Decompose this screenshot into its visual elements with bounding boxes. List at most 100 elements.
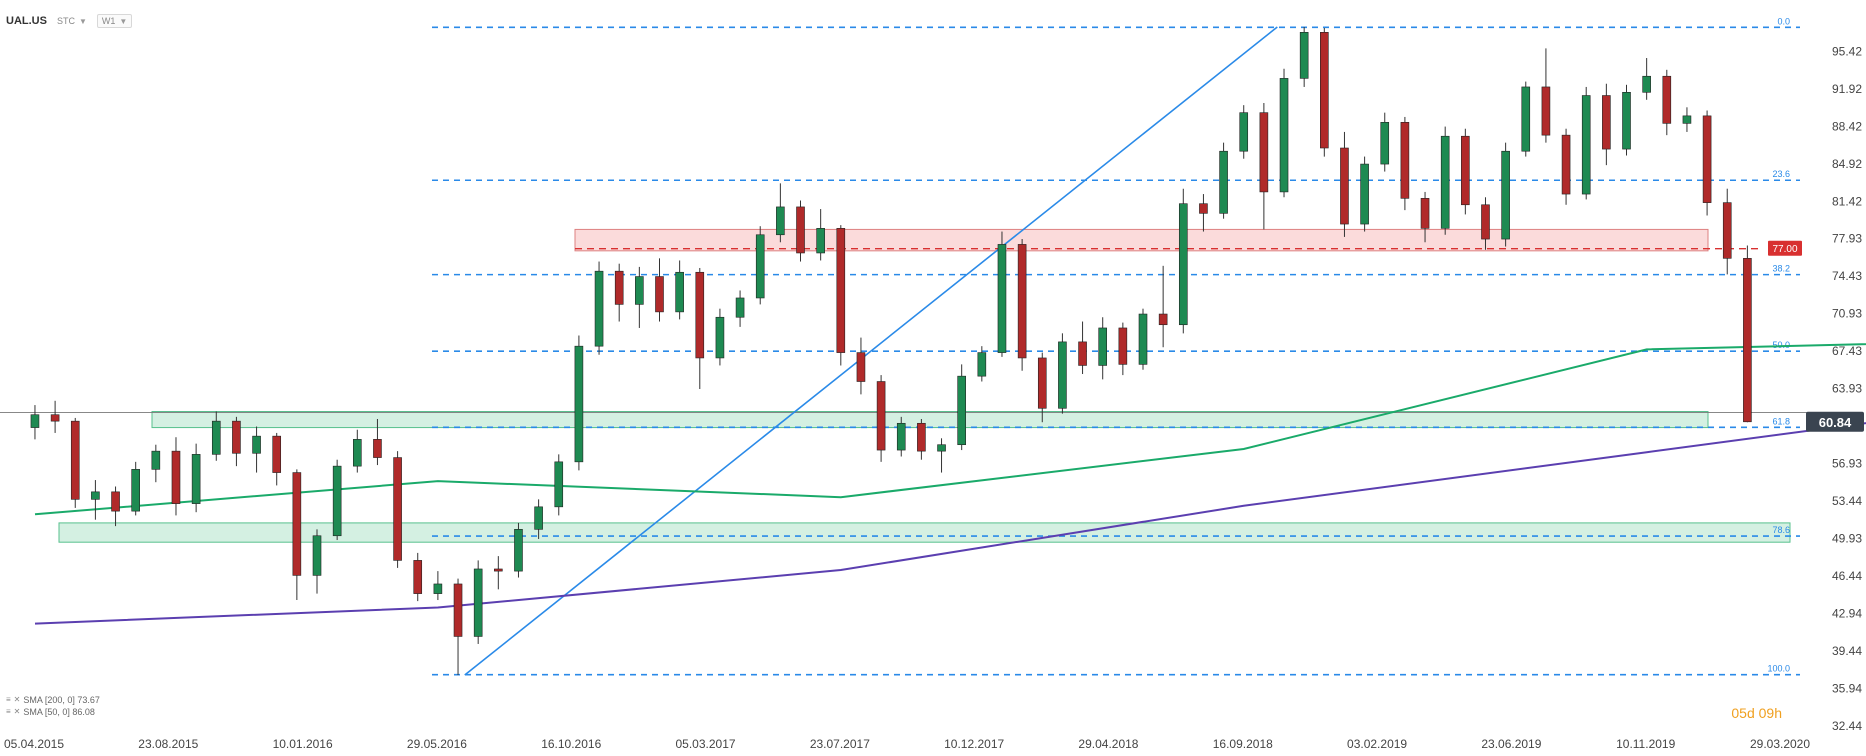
candle-body (1602, 95, 1611, 150)
candle-body (1239, 112, 1249, 152)
candle-body (433, 583, 443, 594)
y-tick-label: 39.44 (1832, 644, 1862, 658)
candle-body (755, 234, 765, 299)
candle-body (1702, 115, 1712, 203)
candle-body (1158, 313, 1168, 326)
candle (755, 226, 765, 305)
candle (292, 469, 302, 601)
sma200-line (34, 422, 1866, 625)
candle (1722, 188, 1732, 275)
candle-body (1017, 244, 1027, 359)
candle-body (856, 352, 866, 382)
candle (30, 405, 40, 440)
candle-body (1340, 147, 1349, 225)
candle-body (1561, 134, 1571, 195)
candle (1360, 156, 1369, 232)
candle (534, 499, 543, 539)
candle (614, 263, 624, 322)
candle-body (1541, 86, 1551, 136)
candle (373, 419, 382, 466)
candle-body (131, 469, 140, 512)
candle (816, 209, 825, 261)
candle (1058, 333, 1067, 414)
candle-body (594, 270, 604, 347)
candle (1158, 265, 1168, 348)
candle (856, 337, 866, 395)
candle (312, 529, 322, 594)
candle (635, 266, 644, 328)
settings-icon[interactable]: ≡ (6, 707, 11, 716)
candle (1521, 81, 1531, 157)
candle (1380, 112, 1390, 172)
candle (494, 556, 503, 590)
key-level-tag (1768, 240, 1802, 256)
last-price-label: 60.84 (1819, 415, 1852, 430)
y-tick-label: 49.93 (1832, 532, 1862, 546)
legend-item-sma200[interactable]: ≡ ✕ SMA [200, 0] 73.67 (6, 694, 100, 706)
source-label: STC (56, 16, 75, 26)
candle-body (957, 375, 966, 446)
candle-body (715, 316, 725, 359)
candle-body (453, 583, 463, 637)
close-icon[interactable]: ✕ (13, 707, 21, 716)
candle (937, 438, 946, 473)
y-tick-label: 88.42 (1832, 119, 1862, 133)
close-icon[interactable]: ✕ (13, 695, 21, 704)
candle-body (111, 491, 120, 512)
candle-body (393, 457, 402, 561)
candle-body (1481, 204, 1490, 240)
candle (1199, 194, 1208, 232)
candle (675, 260, 684, 320)
candle-body (635, 276, 644, 305)
y-tick-label: 84.92 (1832, 157, 1862, 171)
settings-icon[interactable]: ≡ (6, 695, 11, 704)
candle (1662, 69, 1672, 136)
candle-body (614, 270, 624, 305)
y-tick-label: 74.43 (1832, 269, 1862, 283)
y-tick-label: 32.44 (1832, 719, 1862, 733)
chevron-down-icon: ▼ (78, 16, 87, 26)
candle-body (232, 420, 241, 454)
candle-body (1199, 203, 1208, 214)
candle-body (1320, 32, 1329, 149)
x-tick-label: 16.10.2016 (541, 737, 601, 751)
candle (655, 258, 664, 322)
candle (1138, 308, 1148, 370)
fib-level-label: 61.8 (1772, 416, 1790, 426)
candle (1581, 86, 1591, 200)
candle-body (836, 228, 846, 353)
candle (171, 437, 181, 516)
candle (473, 560, 483, 644)
candle (272, 432, 282, 486)
symbol-label: UAL.US (6, 15, 47, 27)
candle-body (151, 450, 161, 470)
candle-body (211, 420, 221, 455)
candle-body (1662, 75, 1672, 124)
candle-body (332, 465, 342, 537)
candle (1118, 322, 1128, 376)
candle (554, 454, 564, 516)
candle-body (1440, 135, 1450, 229)
candle (1682, 107, 1692, 132)
candle-body (1682, 115, 1692, 124)
legend-item-sma50[interactable]: ≡ ✕ SMA [50, 0] 86.08 (6, 706, 100, 718)
candle-body (534, 506, 543, 530)
candle-body (816, 228, 825, 254)
candle-body (191, 454, 201, 504)
candle (574, 335, 584, 471)
candle-body (1743, 258, 1752, 423)
candle (1078, 321, 1087, 375)
resistance-zone (574, 228, 1709, 252)
key-level-tag-label: 77.00 (1772, 244, 1797, 255)
candle-body (896, 422, 906, 451)
source-dropdown[interactable]: STC ▼ (57, 16, 87, 26)
sma50-line (34, 343, 1866, 516)
candle (151, 444, 161, 483)
interval-dropdown[interactable]: W1 ▼ (96, 14, 133, 28)
candle-body (554, 461, 564, 508)
candle (131, 461, 140, 516)
candle (957, 364, 966, 451)
interval-label: W1 (101, 16, 116, 26)
